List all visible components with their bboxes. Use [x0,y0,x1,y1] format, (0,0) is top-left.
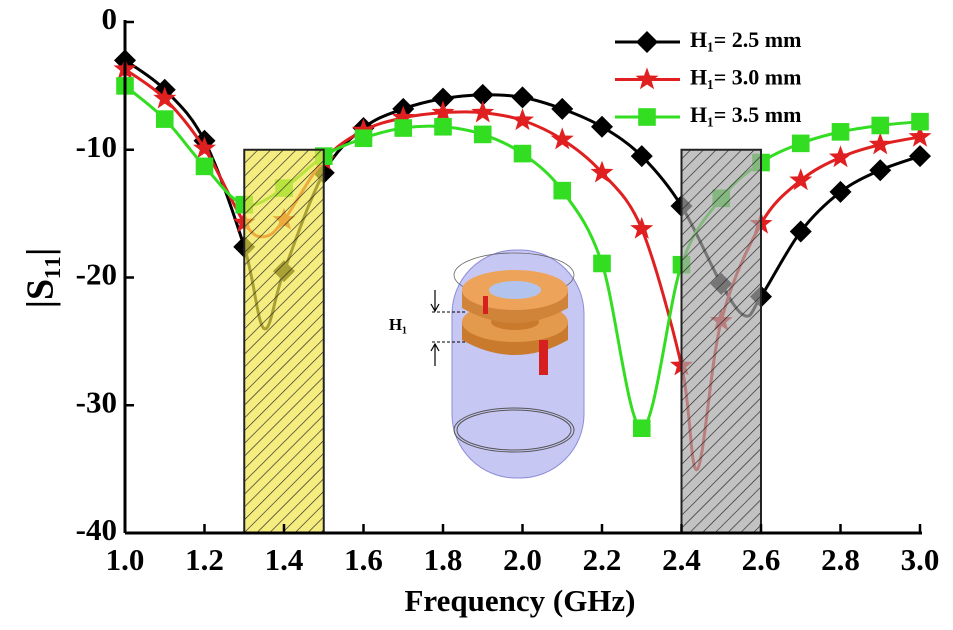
x-tick-label: 2.6 [742,542,781,577]
inset-label: H₁ [389,315,407,334]
data-point [869,133,892,155]
legend-marker [635,67,658,89]
data-point [591,116,613,138]
legend: H₁= 2.5 mm H₁= 3.0 mm H₁= 3.5 mm [615,27,801,127]
x-tick-label: 1.0 [106,542,145,577]
data-point [553,182,571,200]
legend-label: H₁= 3.0 mm [690,65,801,90]
legend-label: H₁= 3.5 mm [690,102,801,127]
data-point [394,119,412,137]
data-point [156,110,174,128]
data-point [512,86,534,108]
x-tick-label: 2.4 [662,542,701,577]
y-tick-label: -20 [76,257,117,292]
data-point [869,159,891,181]
data-point [355,129,373,147]
data-point [911,113,929,131]
y-tick-label: -30 [76,384,117,419]
data-point [871,117,889,135]
data-point [909,145,931,167]
data-point [196,158,214,176]
x-tick-label: 1.4 [265,542,304,577]
legend-marker [636,31,658,53]
y-tick-label: 0 [102,1,118,36]
data-point [511,108,534,130]
x-tick-label: 2.2 [583,542,622,577]
x-tick-label: 2.8 [821,542,860,577]
shaded-hatch [244,150,324,533]
x-tick-label: 1.8 [424,542,463,577]
data-point [474,126,492,144]
data-point [832,123,850,141]
data-point [633,419,651,437]
legend-label: H₁= 2.5 mm [690,27,801,52]
x-tick-label: 1.6 [344,542,383,577]
inset-figure [431,250,584,478]
data-point [593,255,611,273]
data-point [551,98,573,120]
data-point [792,135,810,153]
shaded-hatch [682,150,762,533]
data-point [514,145,532,163]
x-tick-label: 3.0 [901,542,940,577]
x-axis-label: Frequency (GHz) [404,583,635,618]
chart: H₁ Frequency (GHz) |S₁₁| 0-10-20-30-401.… [0,0,953,630]
data-point [434,118,452,136]
x-tick-label: 1.2 [185,542,224,577]
legend-marker [638,108,656,126]
data-point [829,145,852,167]
x-tick-label: 2.0 [503,542,542,577]
y-tick-label: -10 [76,129,117,164]
y-axis-label: |S₁₁| [20,248,62,309]
data-point [630,217,653,239]
data-point [471,101,494,123]
